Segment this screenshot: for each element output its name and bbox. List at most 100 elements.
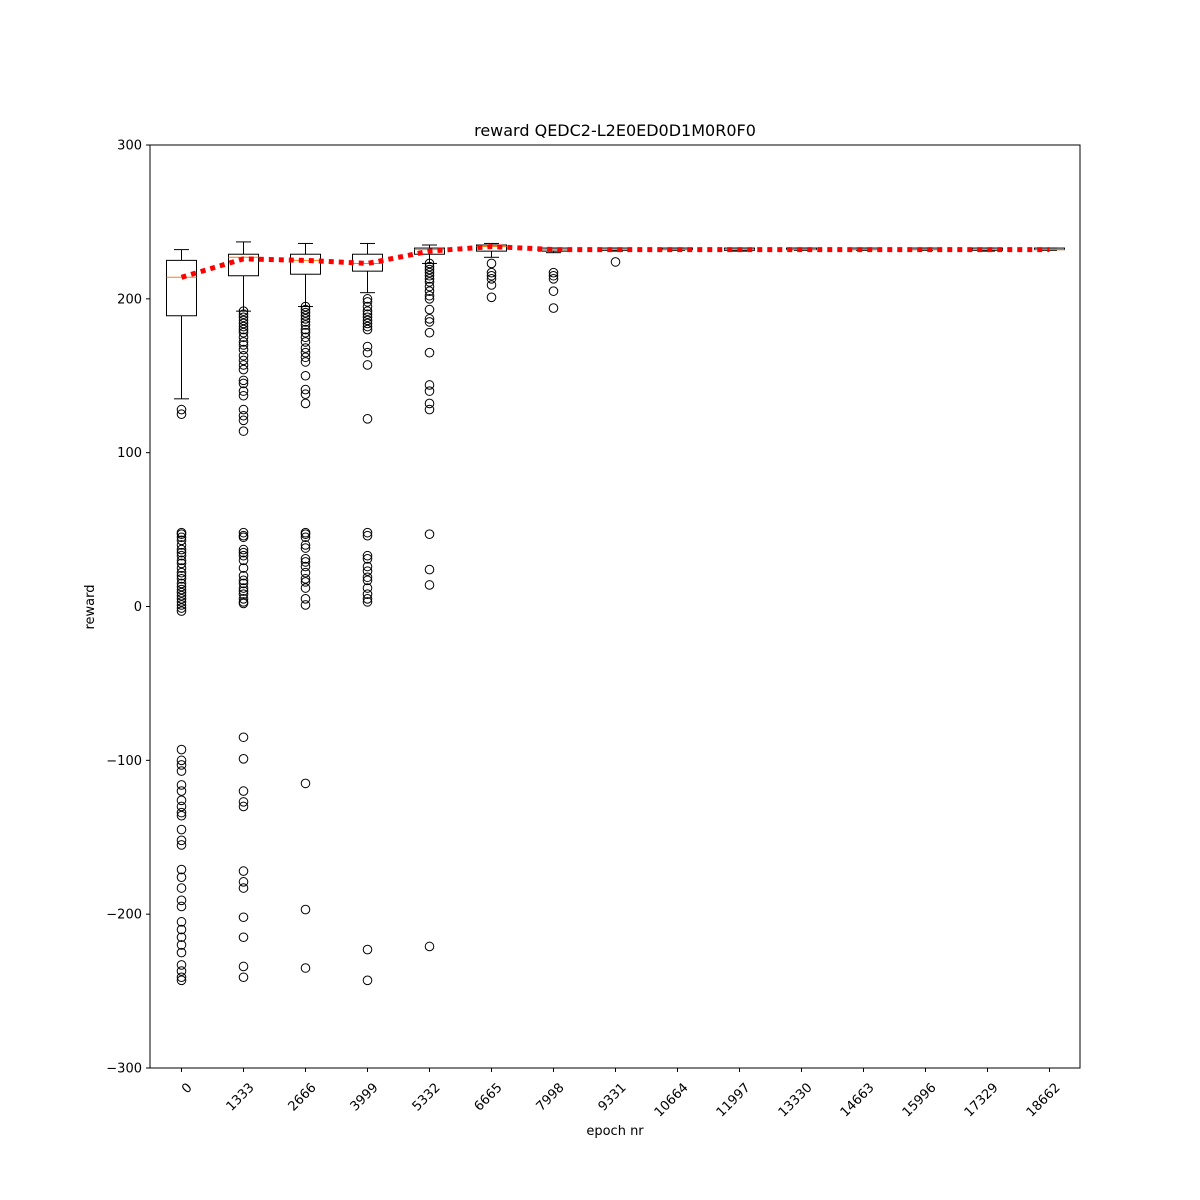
y-axis-label: reward [83,584,98,629]
outlier-point [300,600,311,610]
outlier-point [300,577,311,587]
outlier-point [300,557,311,567]
outlier-point [238,315,249,326]
outlier-point [238,594,249,604]
outlier-point [238,786,249,796]
outlier-point [362,944,373,955]
outlier-point [362,315,373,326]
outlier-point [362,341,373,352]
outlier-point [176,835,187,846]
y-tick-label: 300 [117,139,142,154]
outlier-point [176,544,187,555]
outlier-point [424,270,435,281]
outlier-point [176,606,187,616]
x-axis-label: epoch nr [586,1124,644,1139]
outlier-point [300,304,311,315]
outlier-point [176,581,187,592]
outlier-point [362,589,373,599]
outlier-point [424,404,435,415]
outlier-point [238,410,249,421]
y-tick-label: 200 [117,292,142,307]
box [290,253,321,275]
outlier-point [362,554,373,564]
outlier-point [176,864,187,875]
x-tick-label: 5332 [410,1080,444,1114]
outlier-point [424,564,435,575]
outlier-point [176,540,187,550]
outlier-point [362,550,373,561]
outlier-point [300,310,311,321]
outlier-point [424,304,435,315]
outlier-point [362,414,373,424]
outlier-point [176,590,187,601]
outlier-point [176,766,187,776]
outlier-point [176,780,187,790]
outlier-point [238,583,249,593]
outlier-point [176,409,187,420]
outlier-point [300,314,311,324]
outlier-point [300,583,311,593]
outlier-point [238,306,249,316]
outlier-point [238,386,249,396]
box-group [290,242,321,308]
outlier-point [238,972,249,983]
outlier-point [176,584,187,595]
outlier-point [238,415,249,426]
outlier-point [238,527,249,538]
outlier-point [176,555,187,566]
outlier-point [486,267,497,278]
outlier-point [238,586,249,596]
outlier-point [238,404,249,415]
outlier-point [362,527,373,538]
outlier-point [176,597,187,607]
outlier-point [424,314,435,324]
outlier-point [424,386,435,396]
outlier-point [238,570,249,581]
outlier-point [176,940,187,950]
outlier-point [548,303,559,313]
outlier-point [176,594,187,604]
outlier-point [362,583,373,593]
outlier-point [238,364,249,375]
outlier-point [300,347,311,358]
outlier-point [300,352,311,363]
x-tick-label: 13330 [776,1080,816,1120]
x-tick-label: 2666 [286,1080,320,1114]
fliers-layer [176,257,621,986]
box-group [600,247,631,252]
outlier-point [486,292,497,303]
outlier-point [300,317,311,327]
outlier-point [300,389,311,400]
y-tick-label: 100 [117,446,142,461]
box-group [166,249,197,400]
outlier-point [424,347,435,358]
outlier-point [238,378,249,389]
outlier-point [176,532,187,543]
x-tick-label: 0 [179,1080,195,1096]
outlier-point [362,561,373,572]
outlier-point [176,529,187,539]
outlier-point [176,824,187,835]
outlier-point [424,267,435,278]
outlier-point [362,597,373,607]
y-tick-label: −300 [106,1062,142,1077]
outlier-point [548,274,559,284]
outlier-point [424,277,435,287]
outlier-point [300,529,311,539]
outlier-point [238,883,249,893]
outlier-point [424,294,435,304]
outlier-point [362,347,373,358]
outlier-point [238,732,249,743]
outlier-point [176,883,187,893]
outlier-point [238,327,249,338]
outlier-point [362,321,373,332]
box-group [352,242,383,294]
outlier-point [238,375,249,386]
x-tick-label: 9331 [596,1080,630,1114]
outlier-point [238,753,249,764]
outlier-point [238,877,249,887]
outlier-point [424,317,435,327]
outlier-point [424,941,435,952]
outlier-point [300,337,311,347]
outlier-point [300,398,311,409]
